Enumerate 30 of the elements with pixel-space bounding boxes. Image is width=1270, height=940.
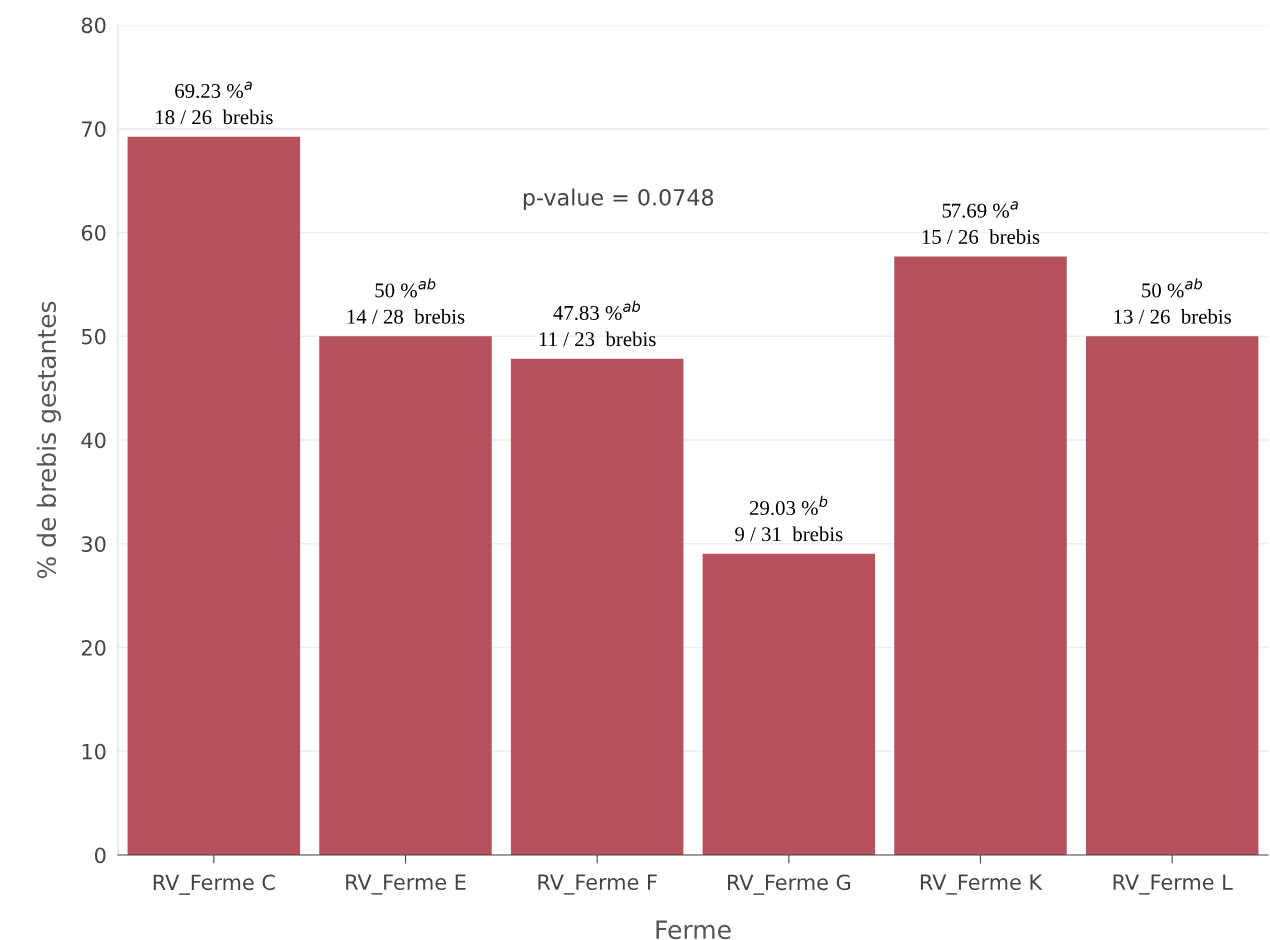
text: 69.23 %$^{a}$ 18 / 26 brebis bbox=[156, 81, 273, 125]
y-tick-label: 10 bbox=[82, 743, 106, 760]
text: 47.83 %$^{ab}$ 11 / 23 brebis bbox=[539, 300, 656, 347]
y-tick-label: 60 bbox=[81, 224, 106, 241]
text: 50 %$^{ab}$ 13 / 26 brebis bbox=[1114, 278, 1232, 324]
y-tick-label: 50 bbox=[81, 328, 106, 345]
bar bbox=[510, 358, 684, 855]
x-axis-title: Ferme bbox=[656, 920, 731, 940]
text: 57.69 %$^{a}$ 15 / 26 brebis bbox=[922, 201, 1040, 244]
text: 50 %$^{ab}$ 14 / 28 brebis bbox=[347, 278, 465, 324]
bar bbox=[702, 553, 876, 855]
y-tick-label: 20 bbox=[81, 639, 106, 656]
bar bbox=[127, 136, 301, 855]
x-tick-label: RV_Ferme G bbox=[728, 874, 850, 895]
bar bbox=[1085, 336, 1259, 855]
y-tick-label: 80 bbox=[81, 17, 106, 34]
x-tick-label: RV_Ferme F bbox=[538, 874, 657, 895]
text: 29.03 %$^{b}$ 9 / 31 brebis bbox=[735, 495, 843, 542]
x-tick-label: RV_Ferme L bbox=[1113, 874, 1233, 895]
y-tick-label: 30 bbox=[81, 536, 106, 552]
x-tick-label: RV_Ferme C bbox=[153, 874, 275, 895]
bar bbox=[319, 336, 492, 855]
bar bbox=[894, 256, 1067, 855]
annotation: p-value = 0.0748 bbox=[523, 188, 714, 211]
y-axis-title: % de brebis gestantes bbox=[36, 301, 61, 579]
x-tick-label: RV_Ferme K bbox=[920, 874, 1043, 895]
y-tick-label: 70 bbox=[82, 121, 106, 137]
y-tick-label: 0 bbox=[95, 847, 106, 864]
y-tick-label: 40 bbox=[81, 432, 106, 449]
x-tick-label: RV_Ferme E bbox=[346, 874, 466, 895]
